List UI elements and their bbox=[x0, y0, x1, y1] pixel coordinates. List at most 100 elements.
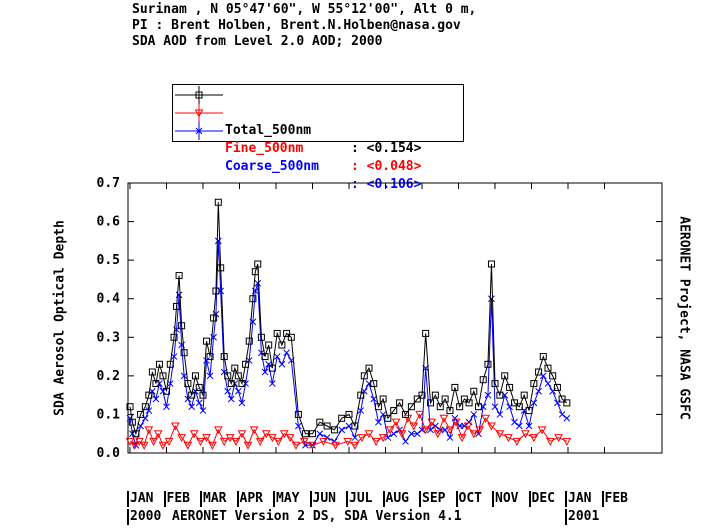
total-point bbox=[245, 337, 253, 345]
site-title: Surinam , N 05°47'60", W 55°12'00", Alt … bbox=[132, 2, 477, 17]
fine-point bbox=[469, 430, 479, 439]
total-point bbox=[268, 364, 276, 372]
total-point bbox=[475, 403, 483, 411]
coarse-point bbox=[234, 387, 242, 395]
fine-point bbox=[125, 437, 135, 446]
total-point bbox=[166, 360, 174, 368]
coarse-point bbox=[268, 380, 276, 387]
coarse-point bbox=[278, 360, 286, 368]
total-point bbox=[261, 353, 269, 361]
total-point bbox=[212, 287, 220, 295]
total-point bbox=[273, 329, 281, 337]
total-point bbox=[510, 399, 518, 407]
fine-point bbox=[331, 441, 340, 450]
legend-value-coarse: : <0.106> bbox=[351, 177, 422, 192]
total-point bbox=[390, 407, 398, 415]
total-point bbox=[283, 329, 291, 337]
fine-point bbox=[268, 434, 277, 443]
fine-point bbox=[504, 434, 513, 443]
total-point bbox=[141, 403, 149, 411]
total-point bbox=[491, 380, 499, 388]
total-point bbox=[374, 403, 382, 411]
total-point bbox=[173, 302, 181, 310]
fine-point bbox=[512, 437, 522, 446]
y-tick-label: 0.1 bbox=[97, 407, 121, 422]
total-point bbox=[128, 418, 136, 426]
coarse-point bbox=[323, 434, 331, 441]
x-tick-label: MAY bbox=[273, 491, 299, 507]
y-axis-title: SDA Aerosol Optical Depth bbox=[52, 220, 68, 416]
fine-point bbox=[291, 441, 301, 450]
coarse-point bbox=[338, 426, 346, 434]
total-point bbox=[234, 372, 242, 380]
coarse-point bbox=[192, 387, 199, 395]
coarse-point bbox=[418, 426, 426, 434]
legend-label-fine: Fine_500nm bbox=[225, 141, 304, 156]
coarse-point bbox=[390, 430, 398, 438]
total-point bbox=[220, 353, 228, 361]
fine-point bbox=[130, 441, 140, 450]
coarse-point bbox=[159, 387, 167, 395]
total-point bbox=[427, 399, 435, 407]
total-point bbox=[520, 391, 528, 399]
x-tick-label: APR bbox=[236, 491, 263, 507]
total-point bbox=[413, 395, 421, 403]
coarse-point bbox=[295, 422, 302, 430]
total-point bbox=[407, 403, 415, 411]
fine-point bbox=[219, 437, 229, 446]
total-point bbox=[357, 391, 365, 399]
total-point bbox=[227, 380, 235, 388]
x-tick-label: FEB bbox=[601, 491, 628, 507]
fine-point bbox=[139, 441, 149, 450]
total-point bbox=[287, 333, 295, 341]
total-point bbox=[265, 341, 273, 349]
x-tick-label: FEB bbox=[163, 491, 190, 507]
coarse-point bbox=[203, 357, 210, 364]
fine-point bbox=[546, 437, 555, 446]
coarse-point bbox=[145, 407, 153, 414]
coarse-point bbox=[408, 430, 415, 438]
total-point bbox=[456, 403, 464, 411]
total-point bbox=[525, 407, 533, 415]
total-point bbox=[436, 403, 444, 411]
coarse-point bbox=[265, 360, 273, 368]
total-point bbox=[231, 364, 239, 372]
x-year-label: 2000 bbox=[127, 509, 161, 525]
coarse-point bbox=[535, 387, 542, 395]
fine-point bbox=[457, 434, 467, 443]
pi-line: PI : Brent Holben, Brent.N.Holben@nasa.g… bbox=[132, 18, 461, 33]
total-point bbox=[249, 295, 257, 303]
version-text: AERONET Version 2 DS, SDA Version 4.1 bbox=[172, 509, 462, 524]
fine-point bbox=[537, 426, 547, 435]
total-point bbox=[379, 395, 387, 403]
total-point bbox=[137, 410, 145, 418]
coarse-point bbox=[530, 399, 538, 407]
fine-point bbox=[475, 426, 485, 435]
coarse-point bbox=[511, 418, 518, 426]
total-point bbox=[152, 380, 160, 388]
x-tick-label: MAR bbox=[200, 491, 226, 507]
coarse-point bbox=[180, 372, 188, 380]
total-point bbox=[370, 380, 378, 388]
legend-label-coarse: Coarse_500nm bbox=[225, 159, 319, 174]
total-point bbox=[470, 387, 478, 395]
coarse-point bbox=[238, 399, 246, 407]
series-total bbox=[126, 198, 571, 438]
fine-point bbox=[231, 437, 241, 446]
total-point bbox=[184, 380, 192, 388]
total-point bbox=[496, 391, 504, 399]
total-point bbox=[180, 349, 188, 357]
fine-point bbox=[378, 434, 388, 443]
coarse-point bbox=[214, 237, 222, 245]
coarse-point bbox=[156, 380, 163, 387]
legend-glyph-total bbox=[175, 86, 223, 104]
fine-point bbox=[487, 422, 496, 431]
y-tick-label: 0.7 bbox=[97, 176, 120, 191]
coarse-point bbox=[446, 434, 454, 441]
legend-marker bbox=[195, 127, 203, 135]
total-point bbox=[210, 314, 218, 322]
x-tick-label: JUN bbox=[309, 491, 336, 507]
legend-marker bbox=[194, 109, 204, 118]
total-point bbox=[148, 368, 156, 376]
